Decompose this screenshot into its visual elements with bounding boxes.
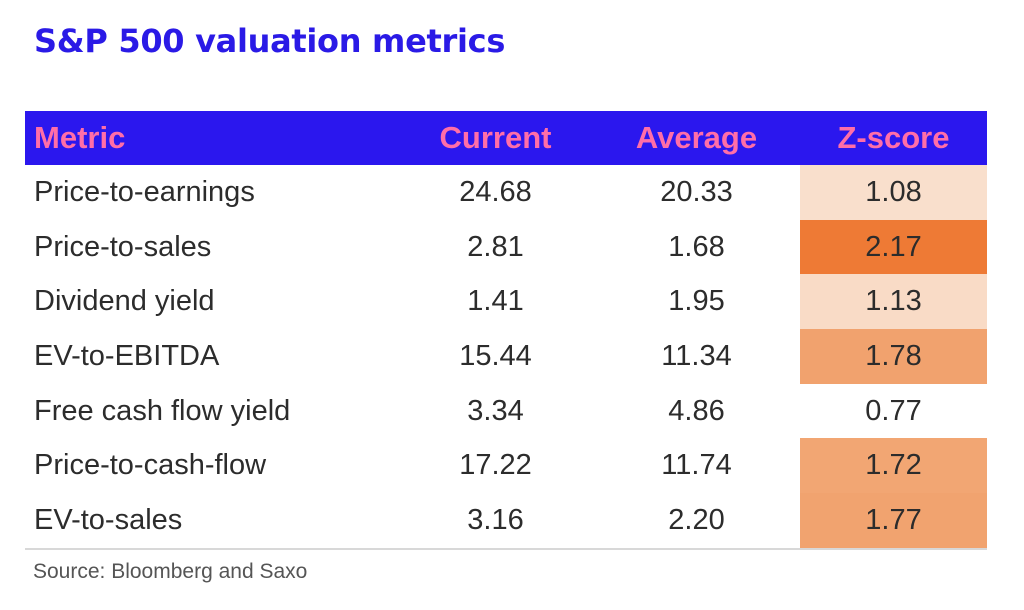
average-cell: 11.34 bbox=[661, 339, 732, 372]
table-row: Price-to-sales 2.81 1.68 2.17 bbox=[25, 219, 987, 275]
average-cell: 4.86 bbox=[668, 394, 725, 427]
table-bottom-rule bbox=[25, 547, 987, 550]
header-zscore: Z-score bbox=[837, 120, 950, 155]
average-cell: 11.74 bbox=[661, 449, 732, 482]
average-cell: 2.20 bbox=[668, 503, 725, 536]
current-cell: 3.16 bbox=[467, 503, 524, 536]
metric-cell: Price-to-sales bbox=[34, 230, 212, 263]
current-cell: 15.44 bbox=[459, 339, 532, 372]
metric-cell: Price-to-earnings bbox=[34, 175, 255, 208]
table-row: Dividend yield 1.41 1.95 1.13 bbox=[25, 274, 987, 330]
current-cell: 1.41 bbox=[467, 285, 524, 318]
current-cell: 17.22 bbox=[459, 449, 532, 482]
table-header: Metric Current Average Z-score bbox=[25, 111, 987, 165]
current-cell: 3.34 bbox=[467, 394, 524, 427]
source-note: Source: Bloomberg and Saxo bbox=[33, 560, 308, 583]
zscore-cell: 1.13 bbox=[800, 274, 987, 330]
chart-title: S&P 500 valuation metrics bbox=[34, 22, 506, 60]
zscore-cell: 0.77 bbox=[800, 383, 987, 439]
current-cell: 24.68 bbox=[459, 175, 532, 208]
header-average: Average bbox=[635, 120, 758, 155]
header-metric: Metric bbox=[34, 120, 126, 155]
current-cell: 2.81 bbox=[467, 230, 524, 263]
zscore-cell: 1.08 bbox=[800, 165, 987, 220]
zscore-cell: 2.17 bbox=[800, 219, 987, 275]
table-row: Price-to-earnings 24.68 20.33 1.08 bbox=[25, 165, 987, 220]
table-row: Price-to-cash-flow 17.22 11.74 1.72 bbox=[25, 438, 987, 494]
average-cell: 20.33 bbox=[660, 175, 733, 208]
metric-cell: Dividend yield bbox=[34, 285, 215, 318]
valuation-table: Metric Current Average Z-score Price-to-… bbox=[25, 111, 987, 550]
average-cell: 1.68 bbox=[668, 230, 725, 263]
metric-cell: Price-to-cash-flow bbox=[34, 449, 267, 482]
table-row: EV-to-sales 3.16 2.20 1.77 bbox=[25, 493, 987, 548]
header-current: Current bbox=[439, 120, 552, 155]
zscore-cell: 1.78 bbox=[800, 329, 987, 384]
metric-cell: Free cash flow yield bbox=[34, 394, 291, 427]
table-row: Free cash flow yield 3.34 4.86 0.77 bbox=[25, 383, 987, 439]
average-cell: 1.95 bbox=[668, 285, 725, 318]
table-row: EV-to-EBITDA 15.44 11.34 1.78 bbox=[25, 329, 987, 384]
zscore-cell: 1.72 bbox=[800, 438, 987, 494]
metric-cell: EV-to-EBITDA bbox=[34, 339, 220, 372]
zscore-cell: 1.77 bbox=[800, 493, 987, 548]
metric-cell: EV-to-sales bbox=[34, 503, 183, 536]
